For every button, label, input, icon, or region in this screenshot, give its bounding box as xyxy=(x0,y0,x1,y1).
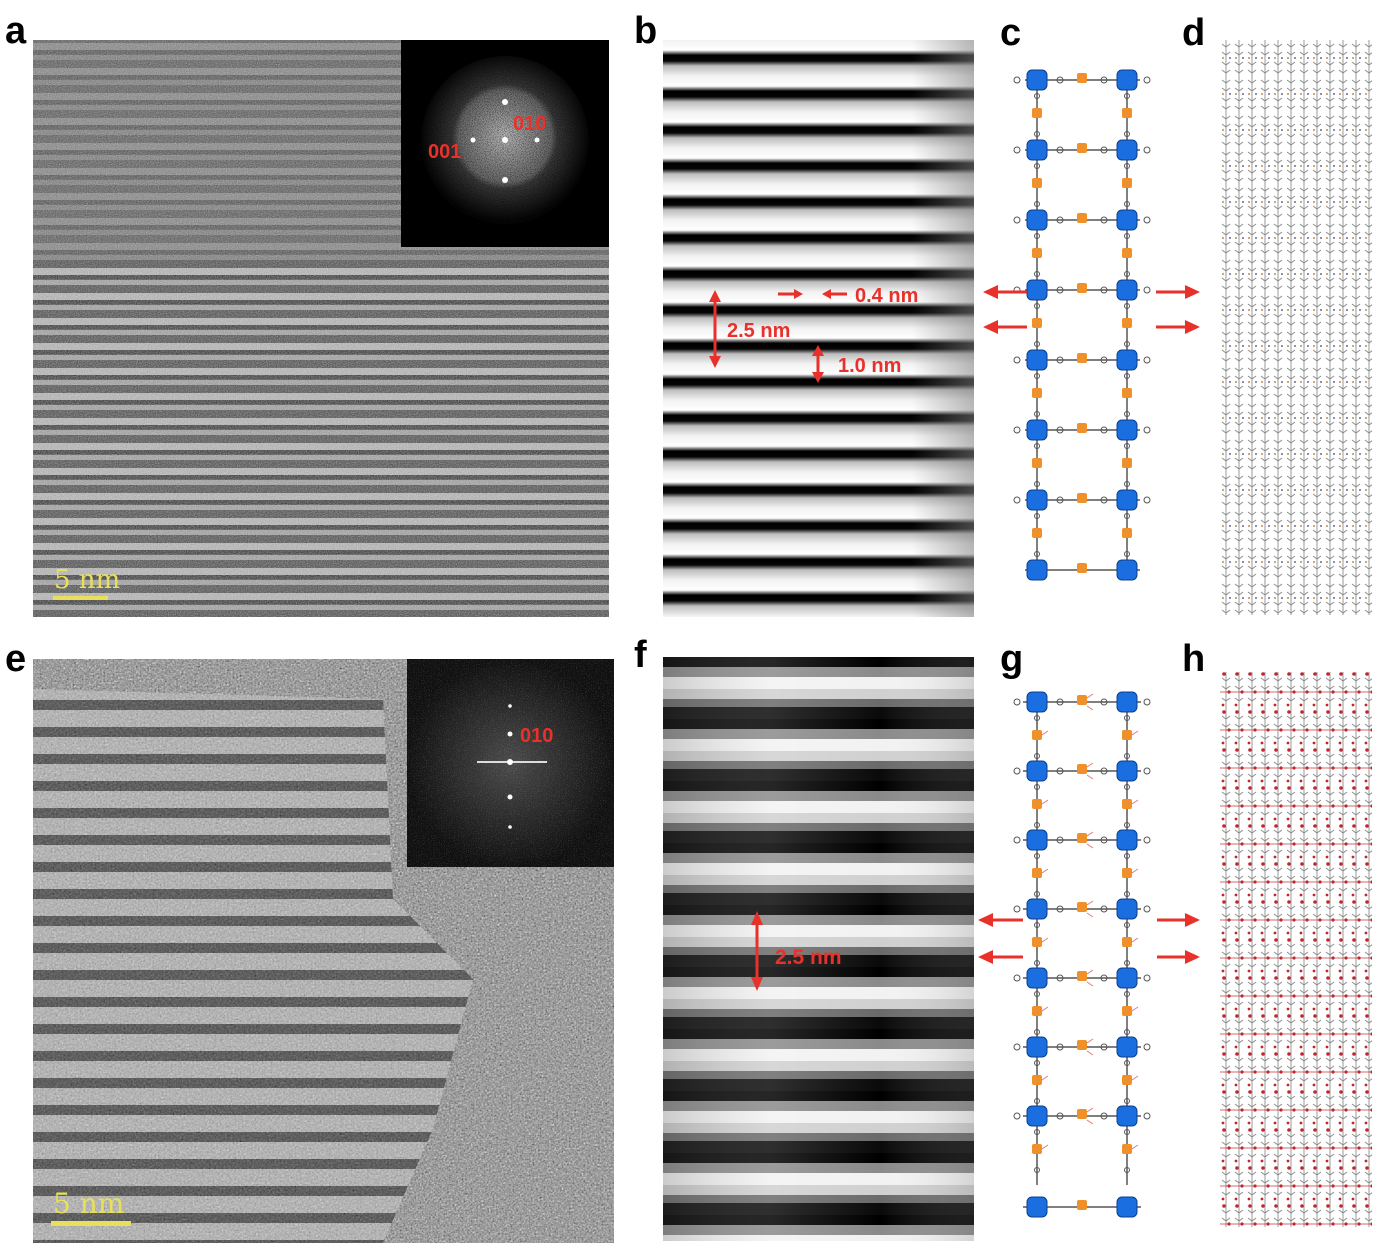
hrtem-image-a: 010 001 5 nm xyxy=(33,40,609,617)
structure-model-c xyxy=(980,60,1200,585)
panel-label-c: c xyxy=(1000,12,1022,54)
expansion-arrows-c xyxy=(983,285,1200,334)
measurement-2-5nm-b: 2.5 nm xyxy=(727,320,790,342)
simulated-image-f: 2.5 nm xyxy=(663,657,974,1241)
fft-spot-010-e: 010 xyxy=(520,725,553,747)
panel-label-d: d xyxy=(1182,12,1206,54)
fft-spot-001-a: 001 xyxy=(428,141,461,163)
panel-label-a: a xyxy=(5,10,27,52)
measurement-0-4nm: 0.4 nm xyxy=(855,285,918,307)
simulated-image-b: 0.4 nm 2.5 nm 1.0 nm xyxy=(663,40,974,617)
lattice-model-h xyxy=(1220,672,1372,1227)
measurement-1-0nm: 1.0 nm xyxy=(838,355,901,377)
panel-label-e: e xyxy=(5,638,27,680)
scale-bar-label-a: 5 nm xyxy=(54,565,120,595)
structure-model-g xyxy=(975,680,1200,1225)
lattice-model-d xyxy=(1220,40,1372,615)
fft-inset-e: 010 xyxy=(407,659,614,867)
panel-label-g: g xyxy=(1000,638,1024,680)
scale-bar-label-e: 5 nm xyxy=(53,1187,124,1220)
panel-label-b: b xyxy=(634,10,658,52)
scale-bar-a xyxy=(53,596,108,600)
hrtem-image-e: 010 5 nm xyxy=(33,659,614,1243)
fft-spot-010-a: 010 xyxy=(513,113,546,135)
scale-bar-e xyxy=(51,1221,131,1226)
panel-label-h: h xyxy=(1182,638,1206,680)
panel-label-f: f xyxy=(634,634,647,676)
expansion-arrows-g xyxy=(978,913,1200,964)
fft-inset-a: 010 001 xyxy=(401,40,609,247)
measurement-2-5nm-f: 2.5 nm xyxy=(775,946,842,969)
